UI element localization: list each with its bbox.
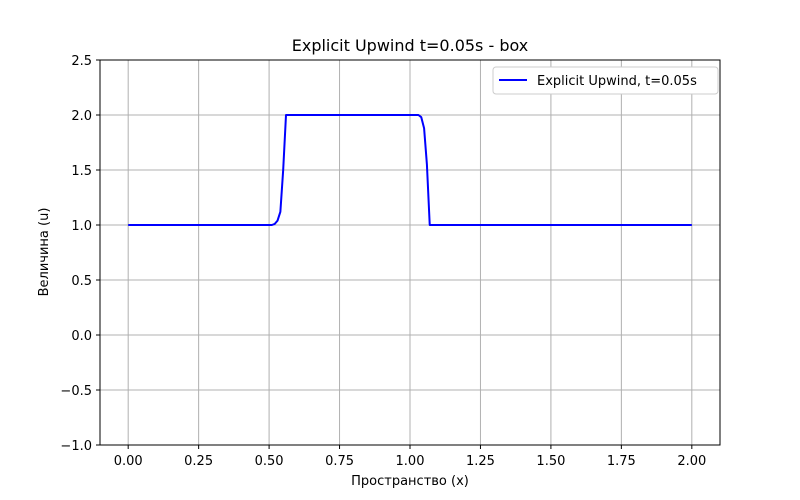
x-tick-label: 0.75 [325,454,354,469]
x-tick-label: 1.00 [396,454,425,469]
y-tick-label: 2.5 [71,54,92,69]
y-tick-label: 1.5 [71,164,92,179]
series-layer [128,114,692,226]
x-tick-label: 0.25 [184,454,213,469]
y-tick-label: 1.0 [71,219,92,234]
x-tick-label: 2.00 [677,454,706,469]
legend-box [492,66,719,95]
y-tick-label: 0.0 [71,329,92,344]
y-tick-label: −1.0 [60,439,92,454]
y-axis-label: Величина (u) [37,208,52,297]
x-tick-label: 1.75 [607,454,636,469]
x-tick-label: 0.50 [255,454,284,469]
y-tick-label: −0.5 [60,384,92,399]
grid-lines [100,59,720,446]
x-axis: 0.00 0.25 0.50 0.75 1.00 1.25 1.50 1.75 2.00 [114,445,706,469]
x-axis-label: Пространство (x) [351,474,469,489]
series-line [128,114,692,226]
x-tick-label: 1.50 [536,454,565,469]
y-axis: −1.0 −0.5 0.0 0.5 1.0 1.5 2.0 2.5 [60,54,100,454]
legend: Explicit Upwind, t=0.05s [492,66,719,95]
legend-label: Explicit Upwind, t=0.05s [537,74,697,89]
chart-title: Explicit Upwind t=0.05s - box [292,36,529,55]
y-tick-label: 0.5 [71,274,92,289]
x-tick-label: 0.00 [114,454,143,469]
y-tick-label: 2.0 [71,109,92,124]
x-tick-label: 1.25 [466,454,495,469]
